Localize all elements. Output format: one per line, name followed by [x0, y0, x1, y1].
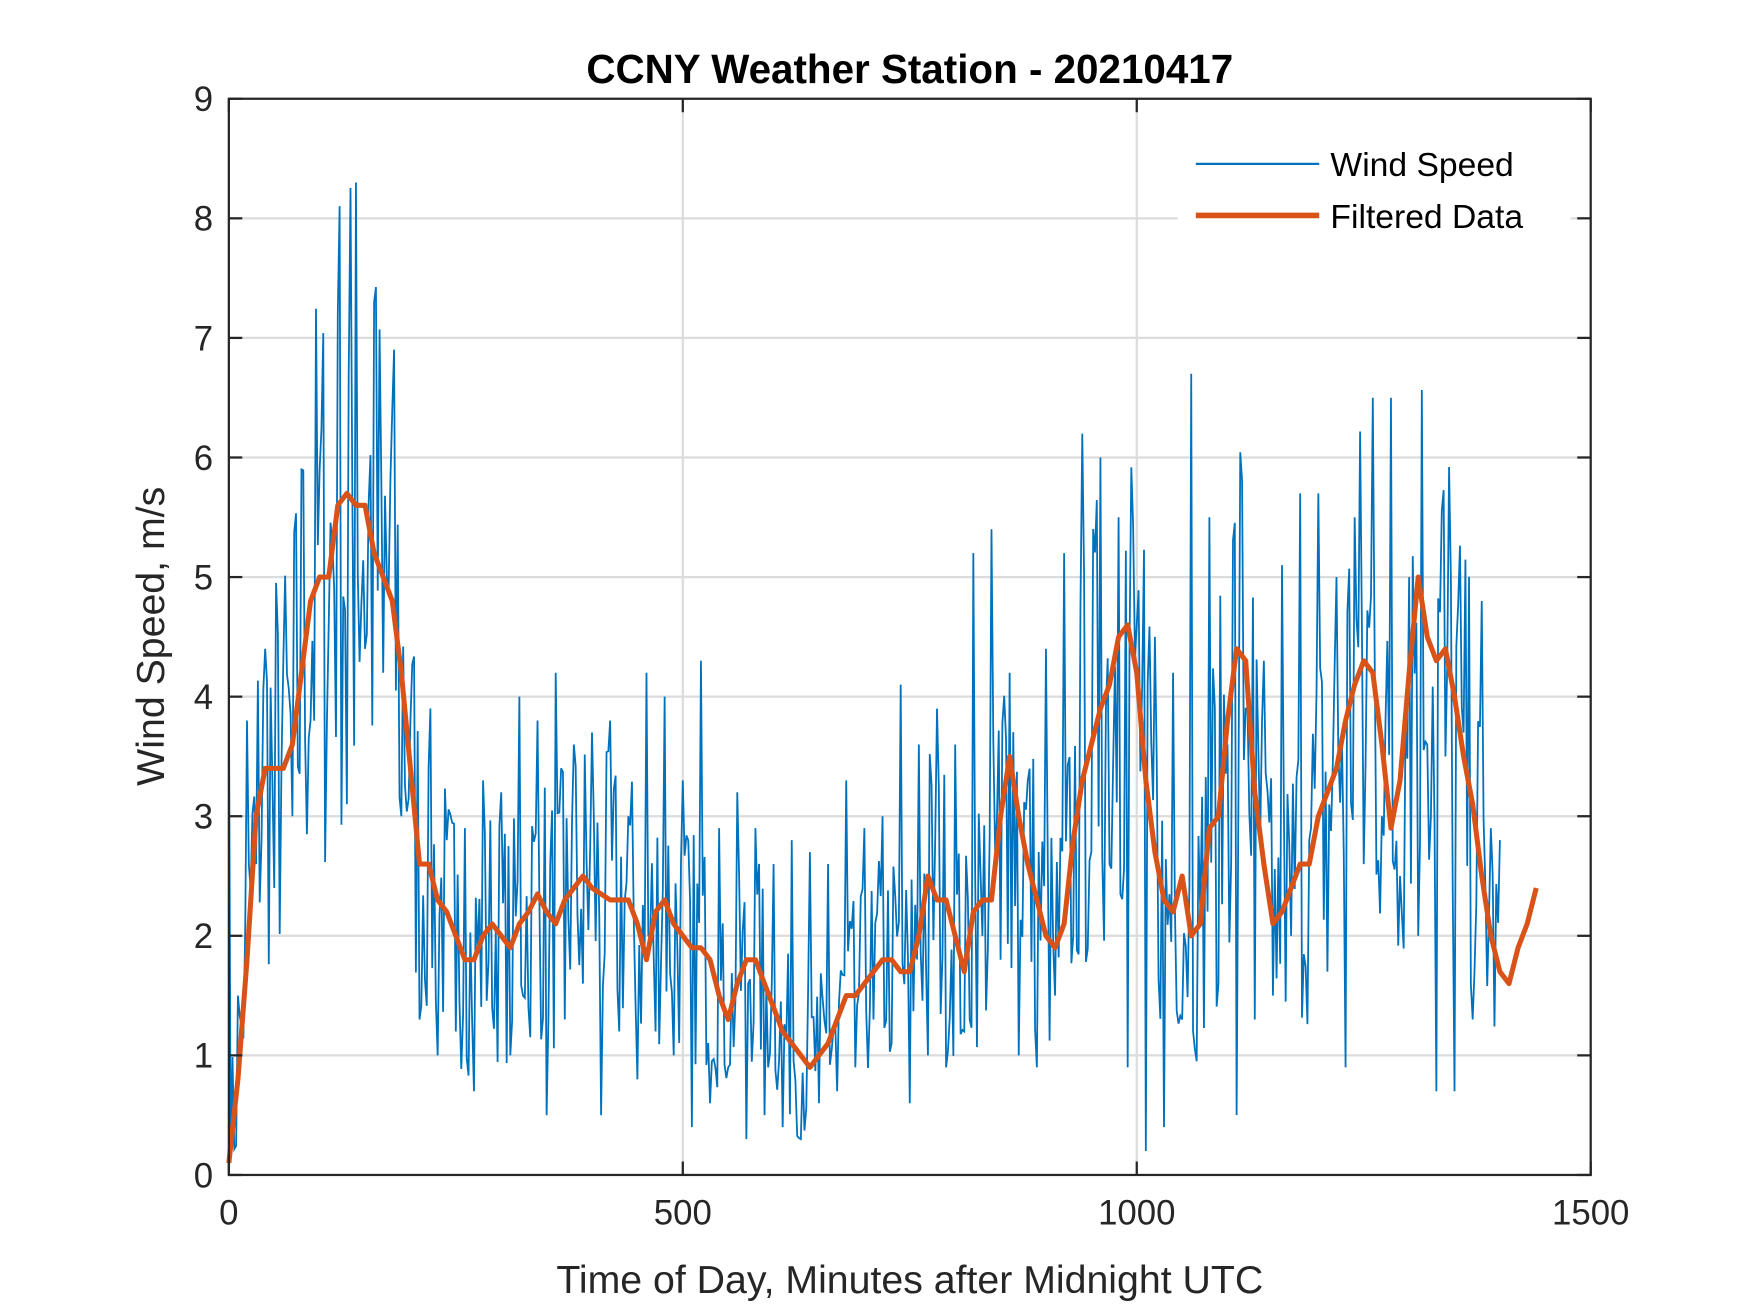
axes-box	[227, 97, 1592, 1177]
y-tick-label: 5	[194, 559, 213, 597]
y-tick-label: 6	[194, 440, 213, 478]
legend-filtered-data-label: Filtered Data	[1330, 199, 1523, 236]
legend-box	[1177, 132, 1571, 245]
x-tick-label: 500	[654, 1194, 712, 1232]
y-tick-label: 8	[194, 201, 213, 239]
wind-speed-line	[227, 182, 1501, 1158]
y-tick-label: 1	[194, 1038, 213, 1076]
y-tick-label: 4	[194, 679, 213, 717]
y-tick-label: 2	[194, 918, 213, 956]
y-tick-label: 9	[194, 81, 213, 119]
y-tick-label: 7	[194, 320, 213, 358]
x-tick-label: 1500	[1552, 1194, 1629, 1232]
x-tick-label: 0	[219, 1194, 238, 1232]
y-tick-label: 0	[194, 1157, 213, 1195]
axis-ticks: 0 500 1000 1500 0 1 2 3 4 5 6 7 8 9	[194, 81, 1630, 1232]
legend-wind-speed-label: Wind Speed	[1330, 147, 1513, 184]
y-tick-label: 3	[194, 799, 213, 837]
plot-area	[226, 182, 1539, 1164]
x-tick-label: 1000	[1098, 1194, 1175, 1232]
filtered-data-line	[226, 490, 1539, 1164]
y-axis-label: Wind Speed, m/s	[129, 487, 173, 786]
chart-title: CCNY Weather Station - 20210417	[586, 46, 1233, 92]
legend: Wind Speed Filtered Data	[1177, 132, 1571, 245]
x-axis-label: Time of Day, Minutes after Midnight UTC	[556, 1258, 1263, 1302]
